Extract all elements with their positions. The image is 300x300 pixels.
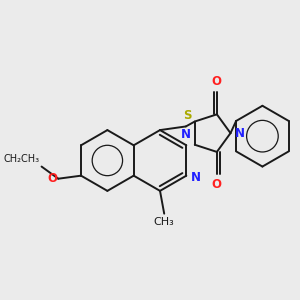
Text: O: O [212, 75, 222, 88]
Text: N: N [235, 127, 245, 140]
Text: CH₂CH₃: CH₂CH₃ [3, 154, 40, 164]
Text: O: O [212, 178, 222, 191]
Text: CH₃: CH₃ [154, 217, 175, 227]
Text: S: S [183, 109, 191, 122]
Text: N: N [181, 128, 191, 141]
Text: N: N [190, 171, 200, 184]
Text: O: O [47, 172, 57, 185]
